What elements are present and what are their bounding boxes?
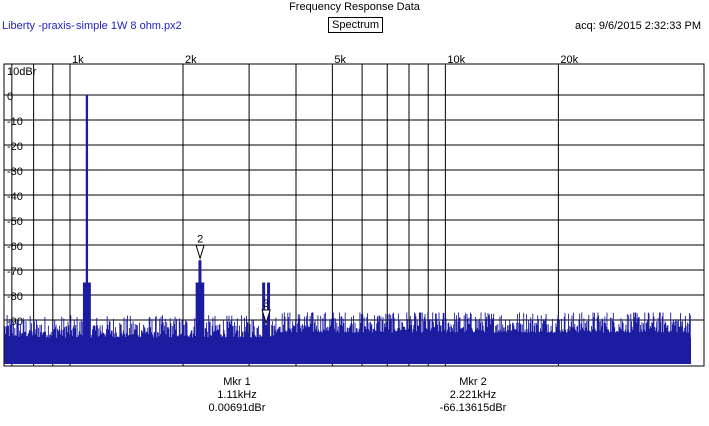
spectrum-trace xyxy=(4,95,691,364)
noise-band xyxy=(5,337,691,364)
y-tick-label: -50 xyxy=(7,216,23,228)
marker-triangles: 23 xyxy=(195,233,271,325)
y-tick-label: -20 xyxy=(7,141,23,153)
y-tick-label: -30 xyxy=(7,166,23,178)
marker-2-label: 2 xyxy=(197,233,203,245)
marker-1-freq: 1.11kHz xyxy=(217,389,257,401)
marker-1-level: 0.00691dBr xyxy=(208,402,266,414)
spectrum-button[interactable]: Spectrum xyxy=(328,17,384,33)
y-tick-label: -10 xyxy=(7,116,23,128)
y-tick-label: -80 xyxy=(7,291,23,303)
y-tick-label: -70 xyxy=(7,266,23,278)
marker-3-icon xyxy=(261,309,271,325)
x-tick-label: 1k xyxy=(72,54,84,66)
marker-2-readout: Mkr 2 2.221kHz -66.13615dBr xyxy=(403,376,543,415)
marker-2-icon xyxy=(195,244,205,260)
marker-3-label: 3 xyxy=(263,298,269,310)
trace-path xyxy=(4,95,691,364)
x-tick-label: 10k xyxy=(447,54,465,66)
window-title: Frequency Response Data xyxy=(289,1,420,13)
plot-frame xyxy=(3,63,705,367)
x-tick-label: 20k xyxy=(560,54,578,66)
grid xyxy=(4,64,704,366)
y-tick-label: 10dBr xyxy=(7,66,37,78)
y-tick-label: 0 xyxy=(7,91,13,103)
app-label: Liberty -praxis- xyxy=(2,20,75,32)
marker-1-name: Mkr 1 xyxy=(223,376,251,388)
marker-2-name: Mkr 2 xyxy=(459,376,487,388)
file-name: simple 1W 8 ohm.px2 xyxy=(76,20,182,32)
x-tick-label: 2k xyxy=(185,54,197,66)
acquisition-timestamp: acq: 9/6/2015 2:32:33 PM xyxy=(575,20,701,32)
y-tick-label: -60 xyxy=(7,241,23,253)
x-tick-label: 5k xyxy=(334,54,346,66)
x-tick-labels: 1k 2k 5k 10k 20k xyxy=(72,54,579,66)
marker-2-freq: 2.221kHz xyxy=(449,389,497,401)
marker-1-readout: Mkr 1 1.11kHz 0.00691dBr xyxy=(167,376,307,415)
y-tick-label: -40 xyxy=(7,191,23,203)
marker-2-level: -66.13615dBr xyxy=(439,402,507,414)
